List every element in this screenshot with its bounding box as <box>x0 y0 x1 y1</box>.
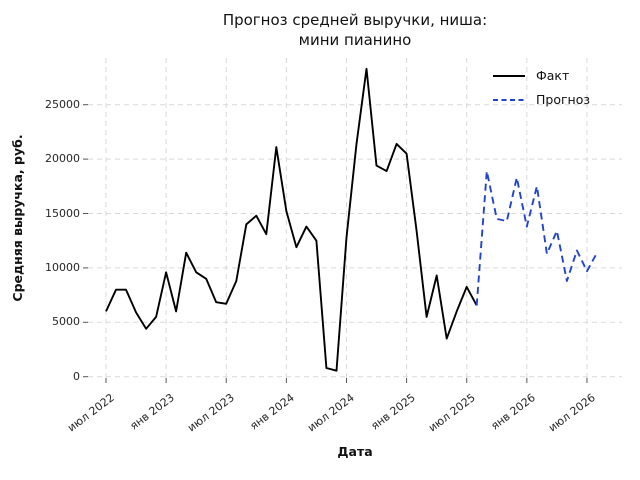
y-tick-label: 20000 <box>45 152 80 166</box>
legend: Факт Прогноз <box>492 64 590 112</box>
forecast-line-swatch-icon <box>493 99 525 101</box>
legend-label-forecast: Прогноз <box>536 92 591 107</box>
y-tick-label: 10000 <box>45 260 80 274</box>
legend-item-forecast: Прогноз <box>492 88 590 112</box>
fact-line-swatch-icon <box>493 75 525 77</box>
x-axis-label: Дата <box>337 444 373 459</box>
y-tick-label: 15000 <box>45 206 80 220</box>
y-tick-label: 0 <box>73 369 80 383</box>
legend-label-fact: Факт <box>536 68 570 83</box>
forecast-line <box>475 170 598 306</box>
x-tick-anchor: июл 2026 <box>546 386 640 434</box>
y-tick-label: 25000 <box>45 97 80 111</box>
chart-title: Прогноз средней выручки, ниша: мини пиан… <box>222 11 488 49</box>
legend-item-fact: Факт <box>492 64 590 88</box>
fact-line <box>105 67 478 372</box>
y-tick-label: 5000 <box>52 315 80 329</box>
